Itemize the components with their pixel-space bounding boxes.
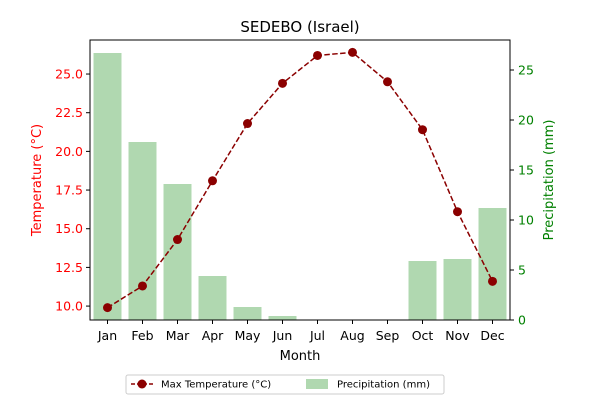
x-tick-label-oct: Oct [412,328,434,343]
temp-point-jul [313,50,322,60]
precip-bar-oct [408,261,437,320]
precip-bar-jun [268,316,297,320]
plot-frame [89,39,511,321]
x-axis-label: Month [280,349,321,364]
x-tick-label-mar: Mar [166,328,190,343]
left-y-tick-label: 10.0 [55,299,83,314]
legend: Max Temperature (°C) Precipitation (mm) [125,374,445,395]
precipitation-bars [93,53,507,320]
precip-bar-nov [443,259,472,320]
right-y-tick-label: 5 [518,263,526,278]
legend-label-temperature: Max Temperature (°C) [161,380,271,391]
precip-bar-jan [93,53,122,320]
x-tick-label-dec: Dec [480,328,504,343]
x-tick-label-may: May [235,328,261,343]
precip-bar-dec [478,208,507,320]
temp-point-nov [453,207,462,217]
x-tick-label-nov: Nov [445,328,470,343]
temp-point-jun [278,78,287,88]
right-y-tick-label: 15 [518,163,534,178]
left-y-tick-label: 15.0 [55,221,83,236]
temp-point-oct [418,125,427,135]
left-y-tick-label: 12.5 [55,260,83,275]
left-y-tick-label: 17.5 [55,183,83,198]
x-tick-label-apr: Apr [202,328,224,343]
x-tick-label-jan: Jan [97,328,117,343]
right-y-tick-label: 10 [518,213,534,228]
right-y-axis: 0 5 10 15 20 25 [510,63,534,328]
legend-label-precipitation: Precipitation (mm) [337,380,430,391]
x-tick-label-sep: Sep [376,328,400,343]
temperature-line [103,47,497,313]
temp-point-may [243,119,252,129]
temp-point-feb [138,281,147,291]
left-y-axis: 10.0 12.5 15.0 17.5 20.0 22.5 25.0 [55,67,90,314]
precip-bar-may [233,307,262,320]
x-tick-label-aug: Aug [340,328,364,343]
right-y-tick-label: 25 [518,63,534,78]
legend-box [125,374,445,395]
right-y-tick-label: 20 [518,113,534,128]
left-y-axis-label: Temperature (°C) [30,124,45,237]
temp-point-dec [488,276,497,286]
temperature-series-line [107,51,494,309]
temp-point-mar [173,235,182,245]
x-tick-label-feb: Feb [131,328,153,343]
precip-bar-feb [128,142,157,320]
temp-point-aug [348,47,357,57]
temp-point-jan [103,303,112,313]
left-y-tick-label: 22.5 [55,105,83,120]
right-y-axis-label: Precipitation (mm) [542,120,557,241]
right-y-tick-label: 0 [518,313,526,328]
temp-point-apr [208,176,217,186]
legend-marker-swatch [137,379,147,389]
precip-bar-apr [198,276,227,320]
x-tick-label-jul: Jul [309,328,325,343]
left-y-tick-label: 25.0 [55,67,83,82]
x-tick-label-jun: Jun [272,328,293,343]
chart-title: SEDEBO (Israel) [240,18,359,36]
legend-bar-swatch [306,379,328,389]
left-y-tick-label: 20.0 [55,144,83,159]
x-axis: Jan Feb Mar Apr May Jun Jul Aug Sep Oct Nov Dec [97,320,505,343]
temp-point-sep [383,77,392,87]
